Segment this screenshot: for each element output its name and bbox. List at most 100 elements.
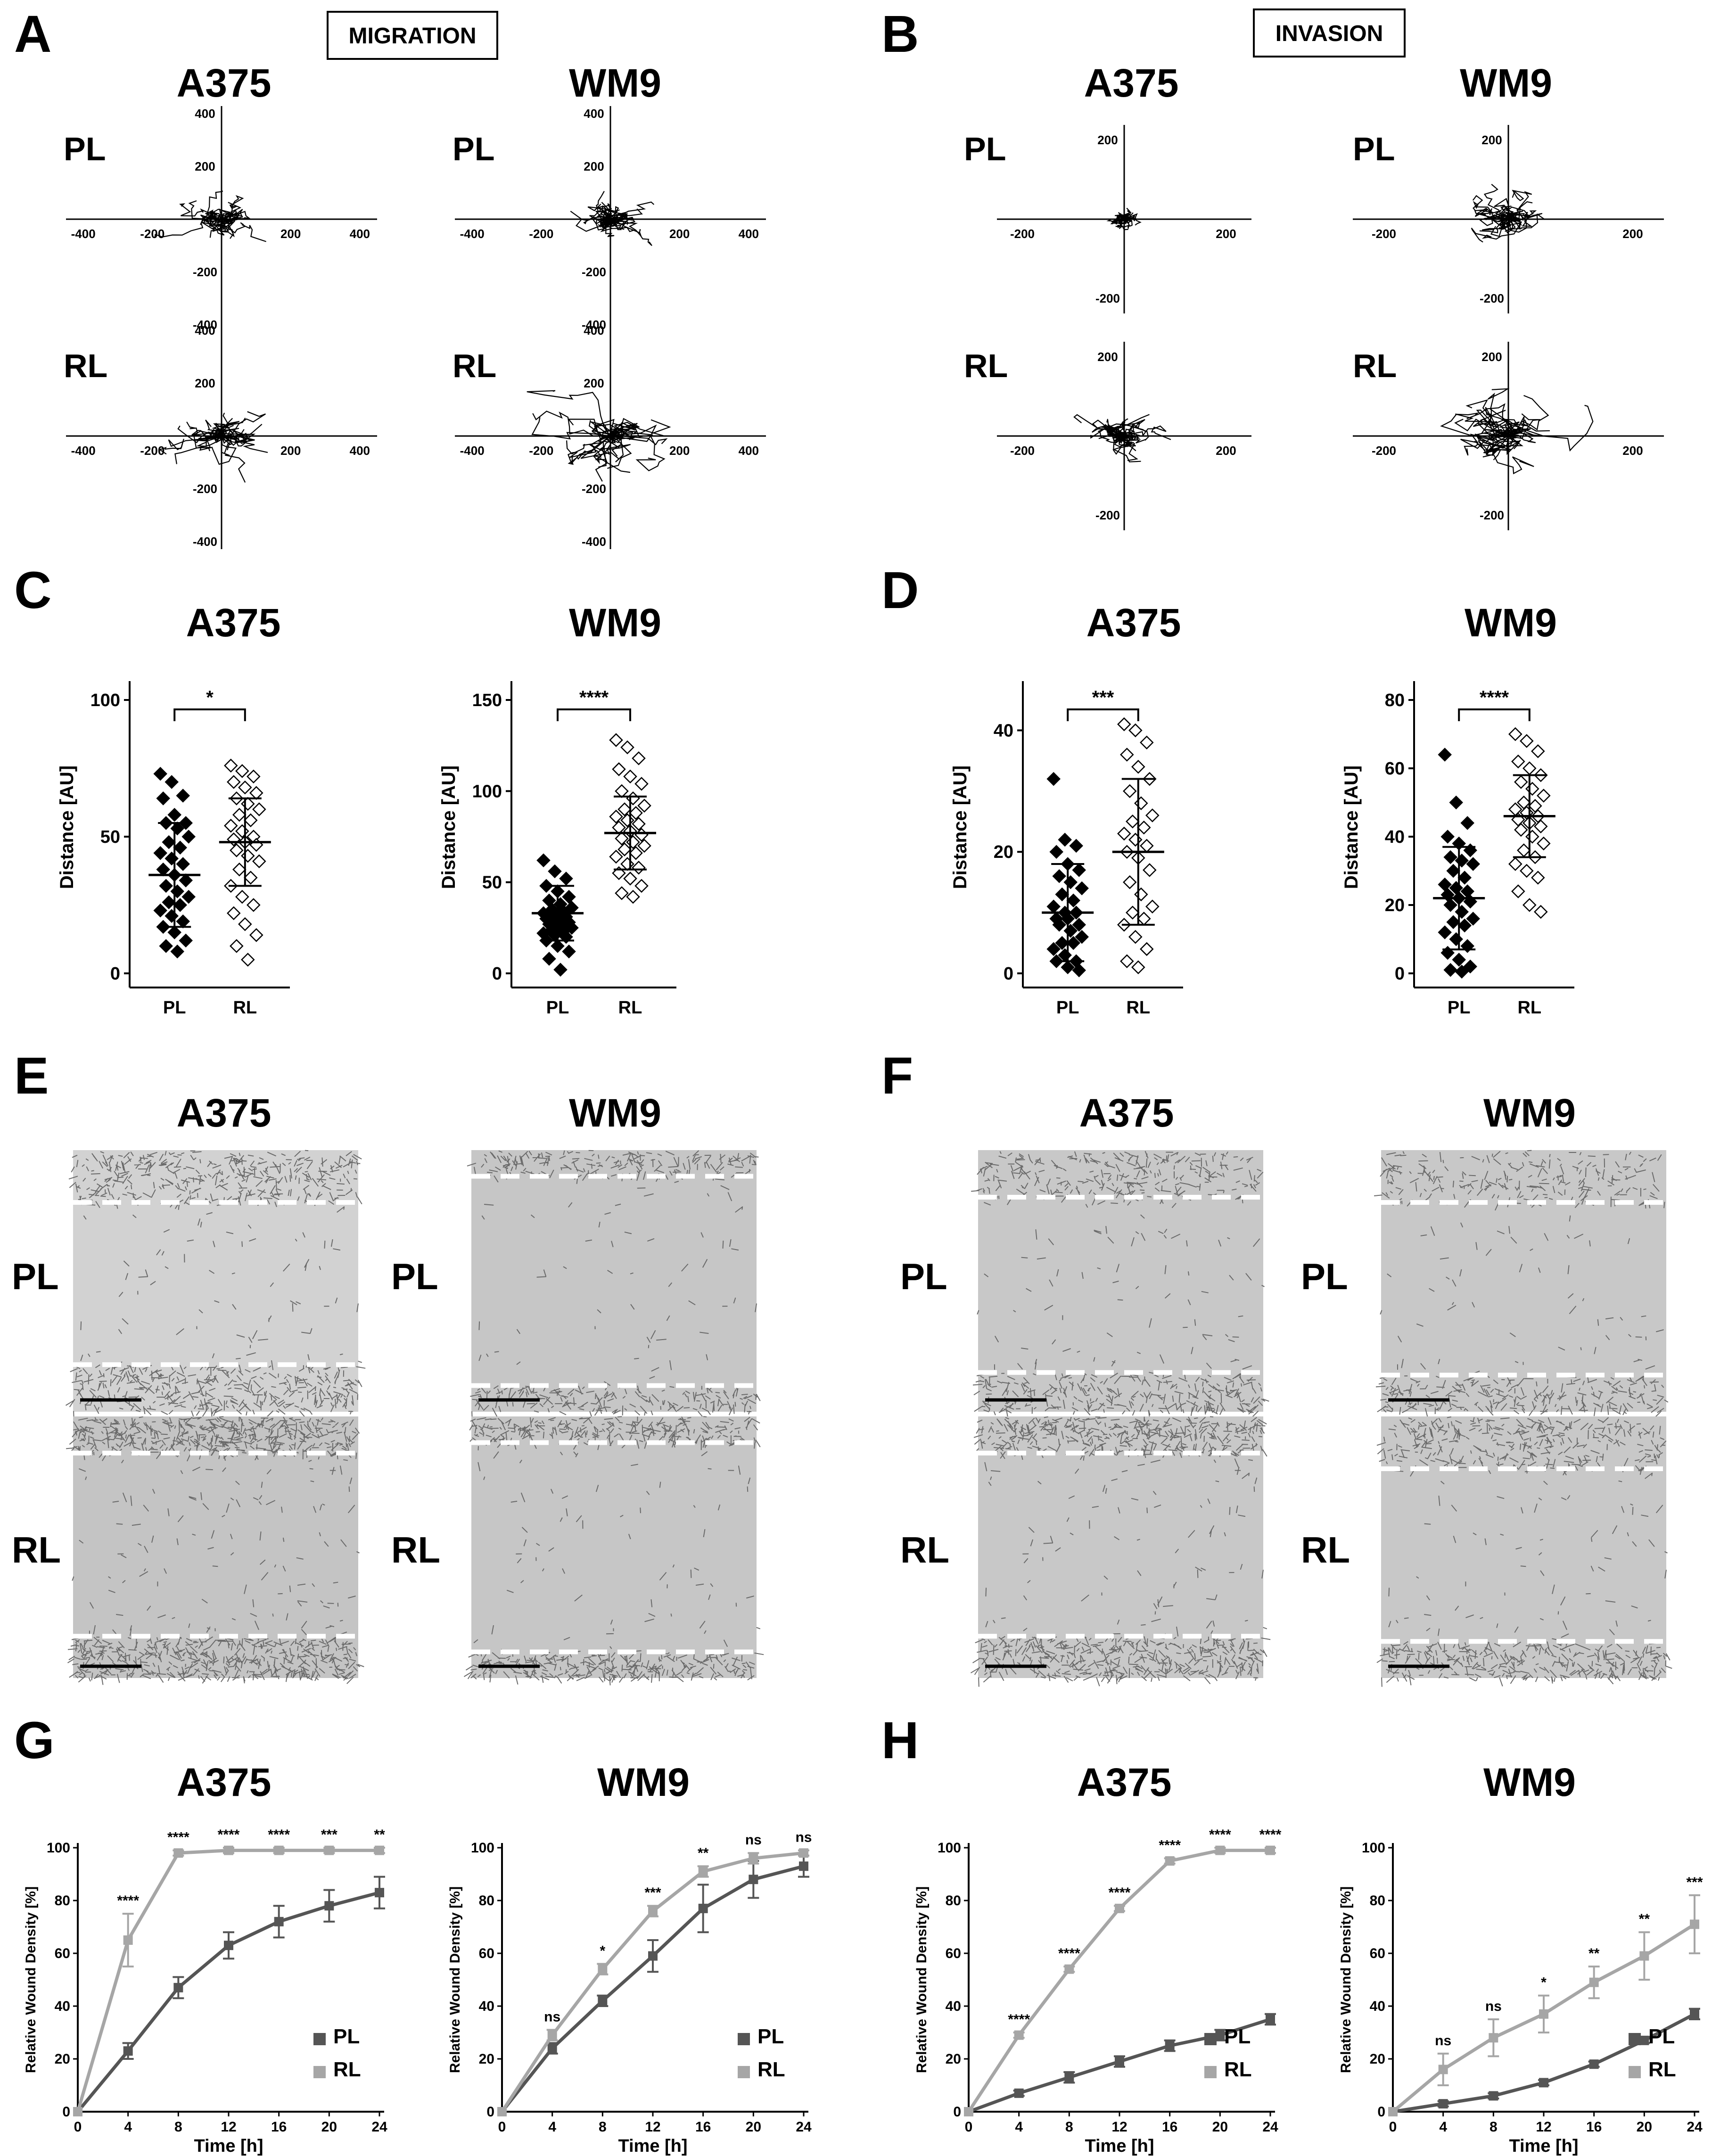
marker-rl: [1115, 1903, 1124, 1913]
y-tick-label: 60: [1370, 1946, 1385, 1961]
x-tick-label: RL: [233, 998, 257, 1018]
trajectory-track: [594, 428, 630, 461]
y-tick-label: 60: [479, 1946, 494, 1961]
significance-label: *: [206, 687, 214, 708]
y-tick-label: 40: [994, 721, 1013, 741]
data-point-pl: [1446, 915, 1460, 930]
y-tick-label: 0: [486, 2104, 494, 2120]
trajectory-track: [1122, 433, 1136, 441]
y-tick-label: 200: [195, 376, 215, 390]
data-point-rl: [634, 879, 649, 893]
row-label-pl-e2: PL: [391, 1256, 438, 1297]
trajectory-track: [1091, 425, 1125, 436]
title-wm9-g: WM9: [597, 1760, 690, 1804]
data-point-rl: [232, 807, 247, 822]
data-point-pl: [179, 933, 193, 948]
data-point-pl: [551, 939, 565, 953]
marker-pl: [1165, 2041, 1175, 2050]
data-point-rl: [1514, 775, 1528, 789]
cell-texture: [65, 1150, 366, 1421]
y-tick-label: -400: [193, 318, 217, 332]
data-point-pl: [170, 944, 184, 959]
data-point-rl: [247, 769, 261, 784]
y-tick-label: 0: [1377, 2104, 1385, 2120]
data-point-rl: [238, 917, 252, 931]
data-point-pl: [159, 939, 173, 953]
trajectory-track: [154, 215, 222, 238]
x-tick-label: 0: [1389, 2119, 1397, 2135]
trajectory-track: [1098, 431, 1125, 439]
x-tick-label: PL: [1056, 998, 1079, 1018]
trajectory-track: [210, 430, 225, 443]
x-tick-label: 12: [1111, 2119, 1127, 2135]
data-point-pl: [1463, 959, 1477, 974]
data-point-pl: [536, 853, 551, 868]
marker-rl: [1690, 1919, 1699, 1929]
title-a375-a: A375: [177, 61, 272, 105]
title-wm9-b: WM9: [1460, 61, 1552, 105]
data-point-pl: [562, 889, 576, 904]
data-point-rl: [235, 889, 249, 904]
data-point-pl: [1440, 830, 1455, 844]
traj-a375-rl-inv: -200 200 200 -200: [997, 342, 1251, 530]
data-point-rl: [227, 775, 241, 789]
data-point-pl: [159, 879, 173, 893]
data-point-pl: [1046, 772, 1061, 786]
data-point-rl: [1131, 760, 1145, 774]
traj-wm9-pl-inv: -200 200 200 -200: [1353, 125, 1664, 313]
marker-rl: [648, 1906, 658, 1916]
trajectory-plots: -400 -200 200 400 400 200 -200 -400 -400 -200 200 4…: [66, 106, 1664, 549]
title-wm9-e: WM9: [569, 1091, 661, 1135]
data-point-rl: [235, 764, 249, 778]
y-tick-label: 40: [1385, 827, 1405, 847]
data-point-pl: [1443, 898, 1457, 912]
significance-label: ****: [1109, 1885, 1131, 1901]
marker-pl: [123, 2046, 133, 2056]
significance-label: ***: [321, 1827, 337, 1843]
trajectory-track: [567, 419, 612, 436]
y-tick-label: 100: [472, 782, 502, 801]
data-point-rl: [632, 860, 646, 875]
data-point-pl: [1072, 918, 1086, 932]
marker-rl: [1215, 1845, 1225, 1855]
micrograph-e-wm9-rl: [463, 1416, 764, 1686]
data-point-pl: [1446, 864, 1460, 878]
micrograph-f-wm9-rl: [1376, 1416, 1672, 1687]
row-label-pl-e1: PL: [12, 1256, 59, 1297]
data-point-rl: [1537, 836, 1551, 851]
x-tick-label: 20: [1212, 2119, 1228, 2135]
y-tick-label: -200: [582, 265, 606, 279]
data-point-rl: [1534, 905, 1548, 919]
trajectory-track: [1474, 207, 1509, 220]
micrograph-f-wm9-pl: [1374, 1150, 1669, 1418]
y-tick-label: 100: [938, 1840, 961, 1856]
row-label-rl-f2: RL: [1301, 1529, 1350, 1571]
x-tick-label: -200: [140, 227, 165, 241]
legend-swatch-rl: [1204, 2066, 1217, 2078]
data-point-rl: [615, 784, 629, 798]
data-point-rl: [244, 871, 258, 885]
data-point-pl: [167, 925, 181, 939]
y-tick-label: 50: [482, 873, 502, 893]
data-point-rl: [634, 777, 649, 791]
micrograph-f-a375-pl: [971, 1150, 1269, 1419]
data-point-rl: [244, 813, 258, 827]
trajectory-track: [1501, 395, 1549, 437]
panel-letter-f: F: [881, 1047, 913, 1105]
y-tick-label: 20: [55, 2051, 70, 2067]
x-tick-label: 16: [1586, 2119, 1602, 2135]
y-axis-label: Relative Wound Density [%]: [23, 1886, 39, 2073]
title-wm9-a: WM9: [569, 61, 661, 105]
marker-rl: [1639, 1951, 1649, 1961]
invasion-label: INVASION: [1276, 21, 1383, 46]
data-point-rl: [1123, 875, 1137, 889]
y-tick-label: 400: [195, 323, 215, 337]
data-point-rl: [615, 886, 629, 900]
data-point-rl: [623, 872, 637, 886]
data-point-pl: [1466, 857, 1480, 871]
y-tick-label: -200: [582, 482, 606, 496]
panel-letter-d: D: [881, 561, 919, 619]
y-tick-label: 200: [1481, 133, 1502, 147]
x-tick-label: 4: [124, 2119, 132, 2135]
marker-rl: [749, 1853, 758, 1863]
